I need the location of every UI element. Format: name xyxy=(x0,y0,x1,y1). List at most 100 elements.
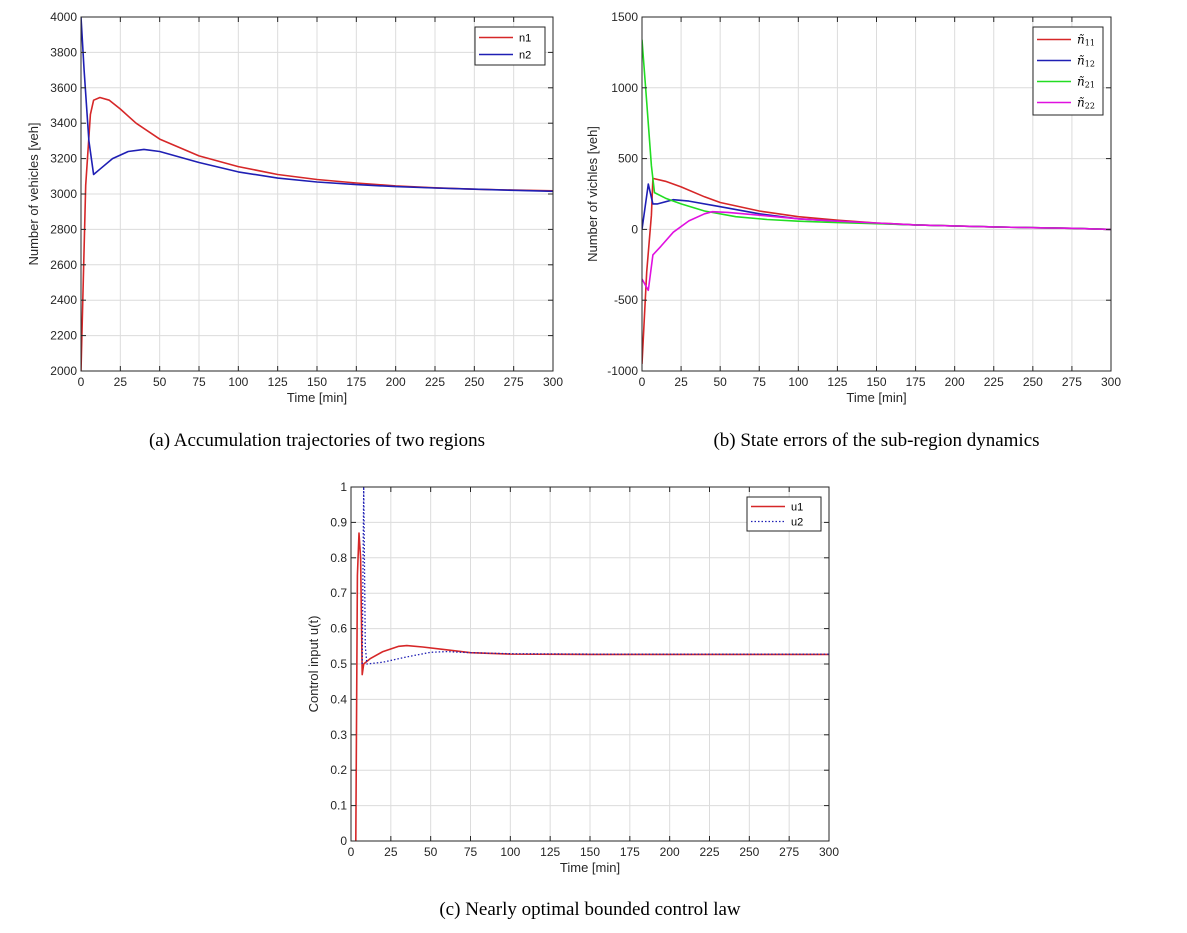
y-tick-label: 0.5 xyxy=(330,657,347,671)
x-tick-label: 25 xyxy=(114,375,128,389)
chart-c-xlabel: Time [min] xyxy=(560,860,620,875)
x-tick-label: 225 xyxy=(425,375,445,389)
x-tick-label: 175 xyxy=(906,375,926,389)
chart-c: 0 25 50 75 100 125 150 175 200 225 250 275 300 0 0.1 0.… xyxy=(306,480,839,920)
x-tick-label: 300 xyxy=(1101,375,1121,389)
x-tick-label: 25 xyxy=(674,375,688,389)
x-tick-label: 200 xyxy=(660,845,680,859)
y-tick-label: 0.6 xyxy=(330,622,347,636)
legend-label: n2 xyxy=(519,50,531,62)
y-tick-label: -500 xyxy=(614,293,638,307)
x-tick-label: 150 xyxy=(307,375,327,389)
series-line-22 xyxy=(642,210,1111,292)
y-tick-label: 0.4 xyxy=(330,692,347,706)
x-tick-label: 125 xyxy=(827,375,847,389)
y-tick-label: 0.8 xyxy=(330,551,347,565)
x-tick-label: 0 xyxy=(639,375,646,389)
x-tick-label: 250 xyxy=(739,845,759,859)
x-tick-label: 75 xyxy=(192,375,206,389)
chart-a-ticks: 0 25 50 75 100 125 150 175 200 225 250 275 300 2000 22… xyxy=(50,10,563,389)
chart-b-ticks: 0 25 50 75 100 125 150 175 200 225 250 275 300 -1000 -… xyxy=(607,10,1121,389)
chart-b-series xyxy=(642,39,1111,364)
x-tick-label: 175 xyxy=(620,845,640,859)
x-tick-label: 0 xyxy=(348,845,355,859)
chart-c-series xyxy=(355,487,829,841)
chart-c-ylabel: Control input u(t) xyxy=(306,616,321,713)
y-tick-label: -1000 xyxy=(607,364,638,378)
y-tick-label: 2400 xyxy=(50,293,77,307)
chart-c-caption: (c) Nearly optimal bounded control law xyxy=(439,899,741,920)
y-tick-label: 0.2 xyxy=(330,763,347,777)
y-tick-label: 0.9 xyxy=(330,515,347,529)
y-tick-label: 0.3 xyxy=(330,728,347,742)
x-tick-label: 125 xyxy=(268,375,288,389)
y-tick-label: 3400 xyxy=(50,116,77,130)
y-tick-label: 3200 xyxy=(50,152,77,166)
x-tick-label: 200 xyxy=(945,375,965,389)
legend-label: u1 xyxy=(791,502,803,514)
x-tick-label: 175 xyxy=(346,375,366,389)
x-tick-label: 25 xyxy=(384,845,398,859)
chart-b-ylabel: Number of vichles [veh] xyxy=(585,126,600,262)
chart-a-grid xyxy=(80,16,554,372)
chart-a-caption: (a) Accumulation trajectories of two reg… xyxy=(149,430,485,451)
y-tick-label: 2000 xyxy=(50,364,77,378)
chart-b-xlabel: Time [min] xyxy=(846,390,906,405)
x-tick-label: 225 xyxy=(699,845,719,859)
x-tick-label: 75 xyxy=(464,845,478,859)
x-tick-label: 300 xyxy=(819,845,839,859)
x-tick-label: 50 xyxy=(424,845,438,859)
x-tick-label: 150 xyxy=(866,375,886,389)
x-tick-label: 200 xyxy=(386,375,406,389)
y-tick-label: 2600 xyxy=(50,258,77,272)
x-tick-label: 250 xyxy=(464,375,484,389)
legend-box xyxy=(1032,26,1104,116)
legend-box xyxy=(746,496,822,532)
legend-box xyxy=(474,26,546,66)
chart-a: 0 25 50 75 100 125 150 175 200 225 250 275 300 2000 22… xyxy=(26,10,563,451)
x-tick-label: 100 xyxy=(788,375,808,389)
y-tick-label: 3600 xyxy=(50,81,77,95)
legend-label: u2 xyxy=(791,517,803,529)
y-tick-label: 500 xyxy=(618,152,638,166)
x-tick-label: 0 xyxy=(78,375,85,389)
y-tick-label: 1500 xyxy=(611,10,638,24)
x-tick-label: 250 xyxy=(1023,375,1043,389)
series-line-u2 xyxy=(361,487,829,665)
chart-c-ticks: 0 25 50 75 100 125 150 175 200 225 250 275 300 0 0.1 0.… xyxy=(330,480,839,859)
chart-a-series xyxy=(81,17,553,371)
x-tick-label: 150 xyxy=(580,845,600,859)
y-tick-label: 0 xyxy=(340,834,347,848)
x-tick-label: 275 xyxy=(1062,375,1082,389)
x-tick-label: 75 xyxy=(753,375,767,389)
chart-a-xlabel: Time [min] xyxy=(287,390,347,405)
x-tick-label: 100 xyxy=(500,845,520,859)
x-tick-label: 100 xyxy=(228,375,248,389)
y-tick-label: 3000 xyxy=(50,187,77,201)
x-tick-label: 275 xyxy=(779,845,799,859)
y-tick-label: 2800 xyxy=(50,222,77,236)
x-tick-label: 50 xyxy=(713,375,727,389)
chart-a-ylabel: Number of vehicles [veh] xyxy=(26,122,41,265)
x-tick-label: 300 xyxy=(543,375,563,389)
y-tick-label: 1 xyxy=(340,480,347,494)
y-tick-label: 2200 xyxy=(50,329,77,343)
chart-b: 0 25 50 75 100 125 150 175 200 225 250 275 300 -1000 -… xyxy=(585,10,1121,451)
y-tick-label: 3800 xyxy=(50,45,77,59)
x-tick-label: 225 xyxy=(984,375,1004,389)
x-tick-label: 275 xyxy=(504,375,524,389)
chart-c-grid xyxy=(350,486,830,842)
y-tick-label: 0.7 xyxy=(330,586,347,600)
x-tick-label: 50 xyxy=(153,375,167,389)
y-tick-label: 4000 xyxy=(50,10,77,24)
y-tick-label: 1000 xyxy=(611,81,638,95)
y-tick-label: 0.1 xyxy=(330,799,347,813)
legend-label: n1 xyxy=(519,33,531,45)
chart-b-caption: (b) State errors of the sub-region dynam… xyxy=(713,430,1039,451)
series-line-n2 xyxy=(81,17,553,193)
x-tick-label: 125 xyxy=(540,845,560,859)
y-tick-label: 0 xyxy=(631,222,638,236)
